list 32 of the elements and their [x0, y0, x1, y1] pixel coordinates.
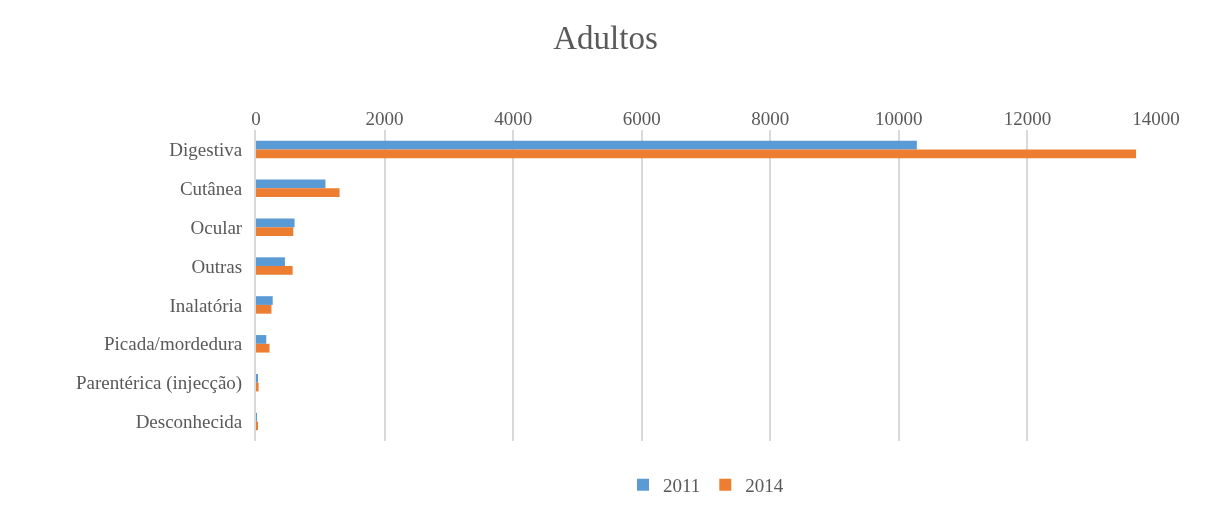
y-tick-label: Picada/mordedura [103, 333, 243, 355]
bar [256, 188, 340, 198]
x-tick-label: 8000 [751, 108, 790, 130]
x-tick-label: 4000 [494, 108, 533, 130]
bar [256, 304, 272, 314]
bar [256, 335, 267, 344]
y-tick-label: Inalatória [169, 294, 243, 316]
chart-title: Adultos [553, 20, 658, 57]
x-tick-label: 0 [251, 108, 261, 130]
y-tick-label: Parentérica (injecção) [76, 372, 243, 395]
bar [256, 382, 259, 392]
y-tick-label: Digestiva [169, 139, 243, 161]
x-tick-label: 2000 [365, 108, 404, 130]
bar [256, 257, 285, 267]
bar [256, 218, 295, 228]
bar [256, 179, 326, 189]
bar [256, 266, 293, 275]
bar [256, 140, 917, 150]
x-tick-label: 6000 [622, 108, 661, 130]
y-tick-label: Outras [191, 255, 243, 277]
x-tick-label: 10000 [875, 108, 923, 130]
legend-label: 2011 [663, 475, 701, 497]
legend-label: 2014 [745, 475, 784, 497]
y-tick-label: Cutânea [179, 177, 243, 199]
y-tick-label: Ocular [190, 216, 243, 238]
y-tick-label: Desconhecida [135, 411, 243, 433]
bar [256, 343, 270, 353]
bar [256, 149, 1137, 159]
x-tick-label: 12000 [1003, 108, 1052, 130]
x-tick-label: 14000 [1132, 108, 1180, 130]
bar [256, 227, 294, 236]
bar [256, 296, 273, 305]
